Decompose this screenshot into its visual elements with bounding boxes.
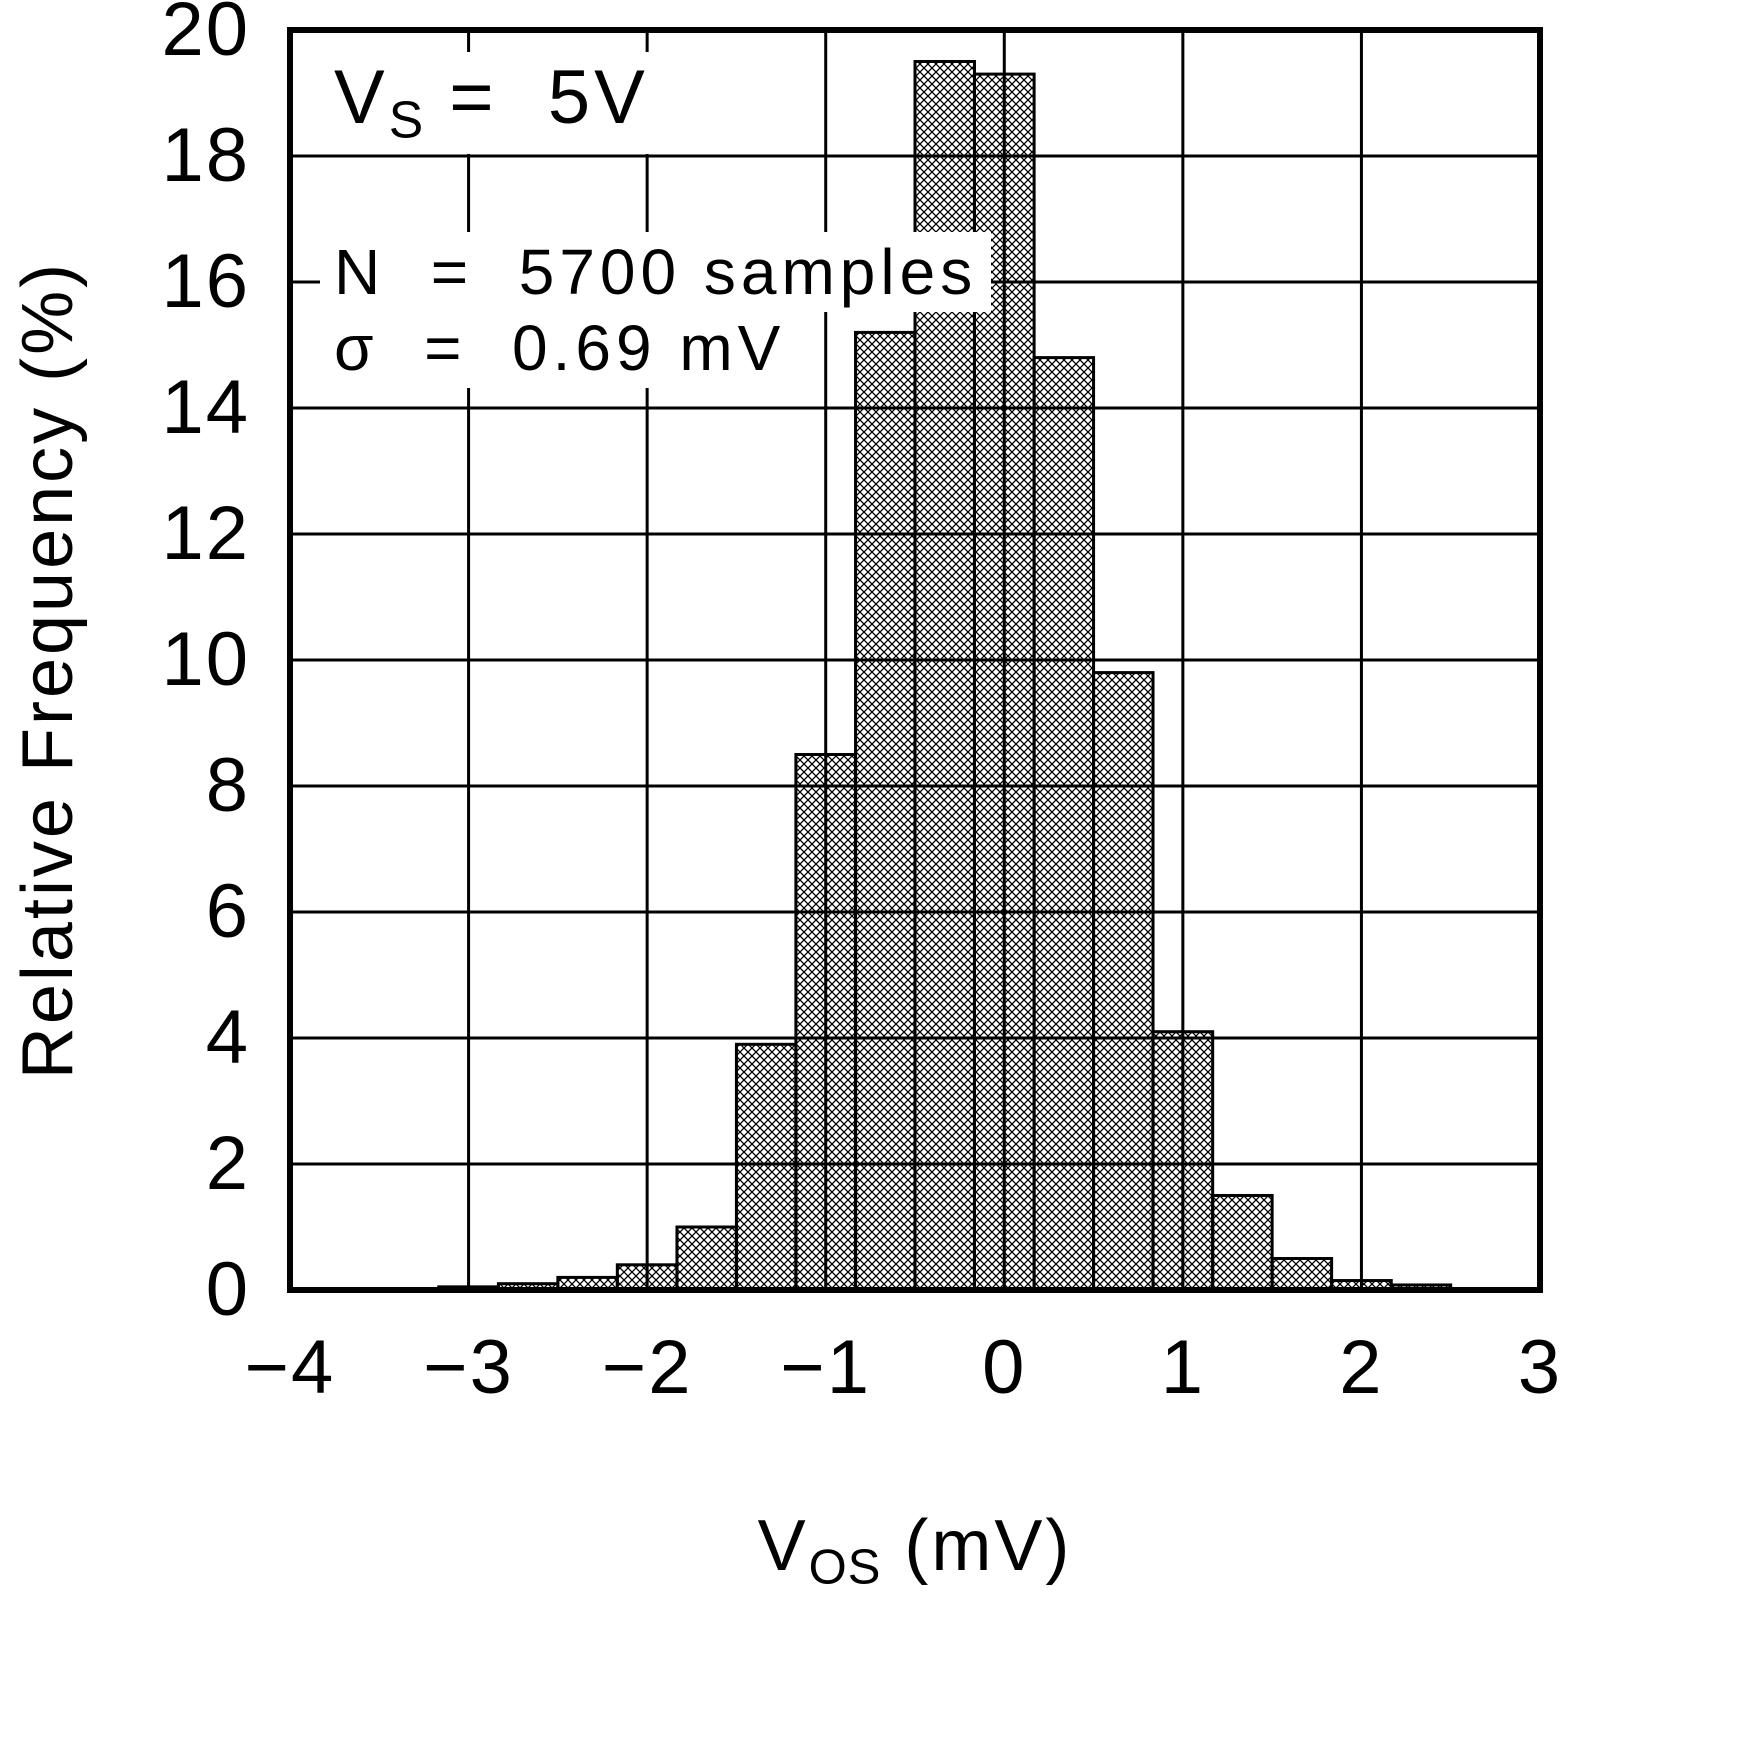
y-tick-label: 12	[161, 491, 250, 576]
y-tick-label: 14	[161, 365, 250, 450]
x-tick-label: 2	[1339, 1325, 1384, 1410]
x-axis-title-symbol: V	[757, 1506, 809, 1586]
x-tick-label: 0	[982, 1325, 1027, 1410]
y-tick-label: 4	[205, 995, 250, 1080]
y-tick-label: 2	[205, 1121, 250, 1206]
y-tick-label: 8	[205, 743, 250, 828]
histogram-bar	[1151, 1030, 1215, 1292]
y-tick-label: 10	[161, 617, 250, 702]
supply-symbol: V	[334, 55, 389, 140]
x-axis-title-subscript: OS	[808, 1540, 882, 1595]
x-tick-label: −2	[601, 1325, 693, 1410]
x-tick-label: −1	[780, 1325, 872, 1410]
supply-subscript: S	[388, 90, 425, 149]
histogram-bar	[734, 1042, 798, 1292]
histogram-bar	[1092, 671, 1155, 1292]
y-tick-label: 20	[161, 0, 250, 72]
y-tick-label: 6	[205, 869, 250, 954]
x-tick-label: −4	[244, 1325, 336, 1410]
y-tick-label: 0	[205, 1247, 250, 1332]
y-tick-label: 16	[161, 239, 250, 324]
x-tick-label: −3	[423, 1325, 514, 1410]
supply-voltage-annotation: VS = 5V	[320, 52, 663, 155]
histogram-bar	[1270, 1257, 1334, 1292]
y-axis-title: Relative Frequency (%)	[8, 260, 88, 1080]
sigma-annotation: σ = 0.69 mV	[320, 308, 800, 388]
histogram-bar	[794, 753, 858, 1292]
x-axis-title: VOS (mV)	[758, 1510, 1073, 1593]
supply-value: = 5V	[424, 55, 649, 140]
histogram-bar	[675, 1225, 738, 1292]
histogram-bar	[854, 330, 917, 1292]
sample-count-annotation: N = 5700 samples	[320, 232, 992, 312]
plot-border	[287, 27, 1543, 1293]
histogram-bar	[1211, 1194, 1274, 1292]
x-tick-label: 1	[1160, 1325, 1205, 1410]
histogram-bar	[1032, 356, 1096, 1292]
y-tick-label: 18	[161, 113, 250, 198]
x-tick-label: 3	[1517, 1325, 1563, 1410]
x-axis-title-unit: (mV)	[881, 1506, 1073, 1586]
histogram-bar	[615, 1263, 679, 1292]
